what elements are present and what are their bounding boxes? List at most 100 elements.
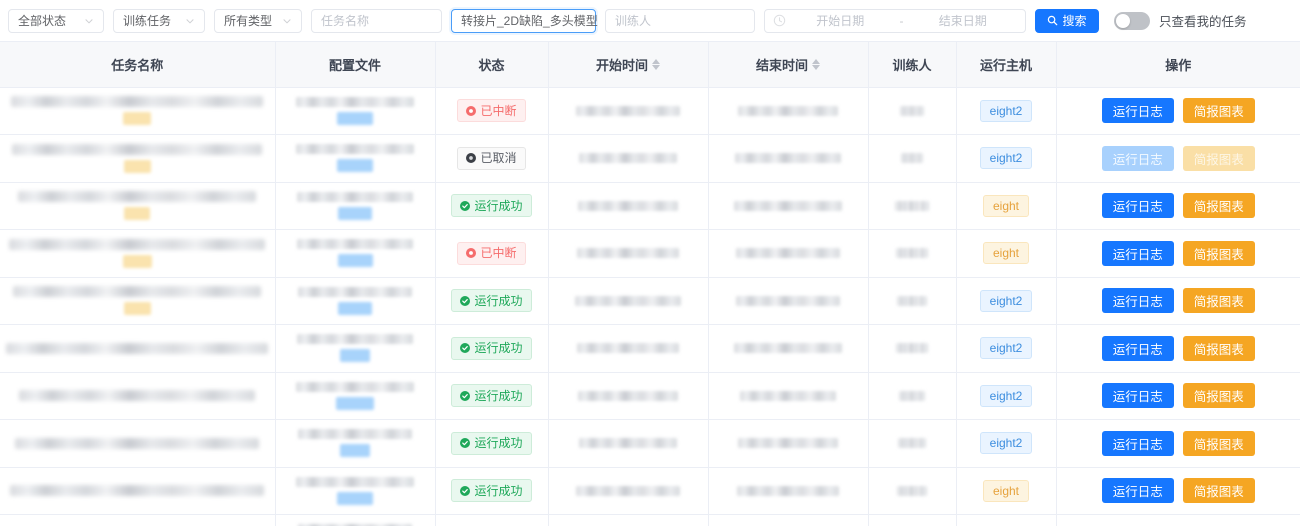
task-table-body: 已中断 eight2 运行日志 简报图表 已取消 eight2 运行日志 简报图表 运行成功 ei… [0,87,1300,526]
run-log-button[interactable]: 运行日志 [1101,98,1174,124]
report-chart-button[interactable]: 简报图表 [1182,98,1255,124]
status-dot-icon [466,153,477,164]
task-name-stack [6,485,269,497]
status-label: 运行成功 [474,198,523,213]
end-time-redacted [734,200,842,211]
start-time-redacted [577,343,679,354]
date-range-picker[interactable]: 开始日期 - 结束日期 [764,8,1026,33]
report-chart-button[interactable]: 简报图表 [1182,383,1255,409]
task-name-tag-redacted [124,207,151,221]
run-log-button[interactable]: 运行日志 [1101,240,1174,266]
task-name-stack [6,96,269,126]
table-row[interactable]: 已取消 eight2 运行日志 简报图表 [0,134,1300,183]
task-table-head: 任务名称 配置文件 状态 开始时间 结束时间 [0,42,1300,88]
config-file-tag-redacted [340,349,370,363]
cell-status: 运行成功 [435,467,549,515]
host-tag: eight2 [979,432,1033,455]
sort-icon[interactable] [812,58,820,70]
status-label: 运行成功 [474,436,523,451]
cell-status: 运行成功 [435,182,549,230]
cell-start-time [548,229,709,278]
config-file-redacted [296,476,414,487]
status-dot-icon [460,343,471,354]
report-chart-button[interactable]: 简报图表 [1182,430,1255,456]
run-log-button[interactable]: 运行日志 [1101,430,1174,456]
column-header-end-time[interactable]: 结束时间 [708,42,869,88]
config-file-tag-redacted [338,301,372,315]
report-chart-button: 简报图表 [1182,145,1255,171]
task-name-tag-redacted [123,112,152,126]
cell-actions: 运行日志简报图表 [1056,87,1300,135]
config-file-stack [282,286,429,315]
my-tasks-toggle-group: 只查看我的任务 [1114,11,1247,30]
table-row[interactable]: 运行成功 eight 运行日志 简报图表 [0,182,1300,230]
status-dot-icon [460,485,471,496]
config-file-redacted [296,144,414,155]
cell-config-file [275,229,436,278]
cell-host: eight2 [956,324,1057,373]
table-row[interactable]: 运行成功 eight 运行日志 简报图表 [0,467,1300,515]
model-name-input[interactable]: 转接片_2D缺陷_多头模型 [451,8,598,33]
cell-host: eight [956,467,1057,515]
column-header-start-time[interactable]: 开始时间 [548,42,709,88]
status-filter-select[interactable]: 全部状态 [8,8,104,33]
run-log-button[interactable]: 运行日志 [1101,193,1174,219]
run-log-button[interactable]: 运行日志 [1101,335,1174,361]
config-file-stack [282,334,429,363]
table-row[interactable]: 运行成功 eight2 运行日志简报图表 [0,419,1300,468]
run-log-button[interactable]: 运行日志 [1101,383,1174,409]
task-name-input[interactable]: 任务名称 [311,8,442,33]
date-range-separator: - [899,13,904,28]
cell-actions: 运行日志简报图表 [1056,229,1300,278]
run-log-button[interactable]: 运行日志 [1101,478,1174,504]
config-file-stack [282,144,429,173]
chevron-down-icon [185,16,195,26]
run-log-button[interactable]: 运行日志 [1101,288,1174,314]
sort-icon[interactable] [652,58,660,70]
cell-end-time [708,419,869,468]
config-file-stack [282,524,429,526]
status-dot-icon [460,295,471,306]
my-tasks-toggle[interactable] [1114,11,1150,30]
task-table-container[interactable]: 任务名称 配置文件 状态 开始时间 结束时间 [0,41,1300,526]
task-name-redacted [9,238,266,250]
trainer-input[interactable]: 训练人 [605,8,755,33]
status-badge: 运行成功 [451,336,532,360]
table-row[interactable]: 运行成功 eight2 运行日志简报图表 [0,324,1300,373]
table-row[interactable]: 已中断 eight 运行日志 简报图表 [0,229,1300,278]
report-chart-button[interactable]: 简报图表 [1182,240,1255,266]
cell-end-time [708,182,869,230]
cell-config-file [275,182,436,230]
task-type-select[interactable]: 训练任务 [113,8,205,33]
status-label: 已中断 [480,103,517,118]
table-row[interactable]: 已中断 eight2 运行日志 简报图表 [0,87,1300,135]
report-chart-button[interactable]: 简报图表 [1182,288,1255,314]
report-chart-button[interactable]: 简报图表 [1182,193,1255,219]
task-name-redacted [6,342,269,354]
start-time-redacted [575,295,681,306]
trainer-redacted [898,438,926,449]
report-chart-button[interactable]: 简报图表 [1182,335,1255,361]
end-date-placeholder: 结束日期 [938,14,987,28]
config-file-stack [282,96,429,125]
task-name-placeholder: 任务名称 [321,14,370,28]
all-types-select[interactable]: 所有类型 [214,8,302,33]
host-tag: eight2 [979,99,1033,122]
report-chart-button[interactable]: 简报图表 [1182,478,1255,504]
cell-host: eight [956,229,1057,278]
cell-end-time [708,87,869,135]
config-file-stack [282,381,429,410]
cell-task-name [0,467,276,515]
cell-config-file [275,514,436,526]
task-name-stack [6,286,269,316]
end-time-redacted [738,438,838,449]
table-header-row: 任务名称 配置文件 状态 开始时间 结束时间 [0,42,1300,88]
search-button[interactable]: 搜索 [1035,8,1099,33]
start-time-redacted [578,200,678,211]
task-name-redacted [13,286,262,298]
status-label: 运行成功 [474,483,523,498]
